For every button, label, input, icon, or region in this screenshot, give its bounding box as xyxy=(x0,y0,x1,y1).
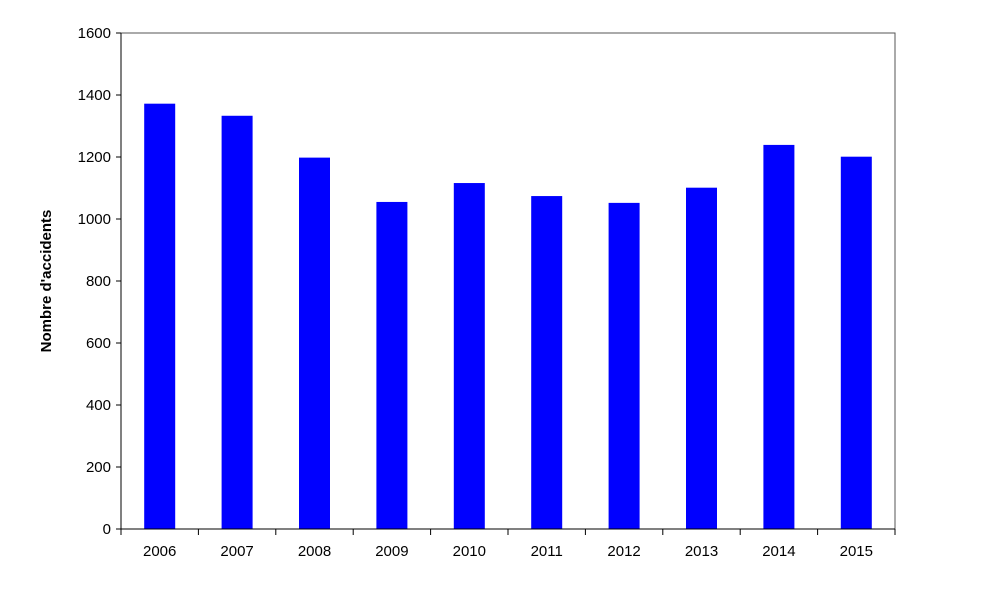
x-tick-label: 2010 xyxy=(453,543,486,560)
x-tick-label: 2007 xyxy=(220,543,253,560)
bar-2011 xyxy=(531,196,563,529)
x-tick-label: 2006 xyxy=(143,543,176,560)
bar-2008 xyxy=(299,157,330,529)
x-tick-label: 2011 xyxy=(531,543,563,560)
y-tick-label: 600 xyxy=(86,335,111,352)
x-tick-label: 2015 xyxy=(840,543,873,560)
y-tick-label: 0 xyxy=(103,521,111,538)
x-tick-label: 2008 xyxy=(298,543,331,560)
y-tick-label: 200 xyxy=(86,459,111,476)
y-tick-label: 1600 xyxy=(78,25,111,42)
bar-2012 xyxy=(608,202,640,529)
y-tick-label: 800 xyxy=(86,273,111,290)
bar-2014 xyxy=(763,144,795,529)
y-tick-label: 400 xyxy=(86,397,111,414)
y-axis-label: Nombre d'accidents xyxy=(38,210,55,353)
x-tick-label: 2013 xyxy=(685,543,718,560)
bar-2015 xyxy=(840,156,872,529)
x-tick-label: 2009 xyxy=(375,543,408,560)
x-tick-label: 2012 xyxy=(607,543,640,560)
bar-2010 xyxy=(453,183,485,530)
bar-2009 xyxy=(376,201,408,529)
y-tick-label: 1200 xyxy=(78,149,111,166)
x-tick-label: 2014 xyxy=(762,543,795,560)
bar-2013 xyxy=(686,187,717,529)
bar-2006 xyxy=(144,103,176,530)
y-tick-label: 1400 xyxy=(78,87,111,104)
bar-2007 xyxy=(221,115,253,530)
y-tick-label: 1000 xyxy=(78,211,111,228)
